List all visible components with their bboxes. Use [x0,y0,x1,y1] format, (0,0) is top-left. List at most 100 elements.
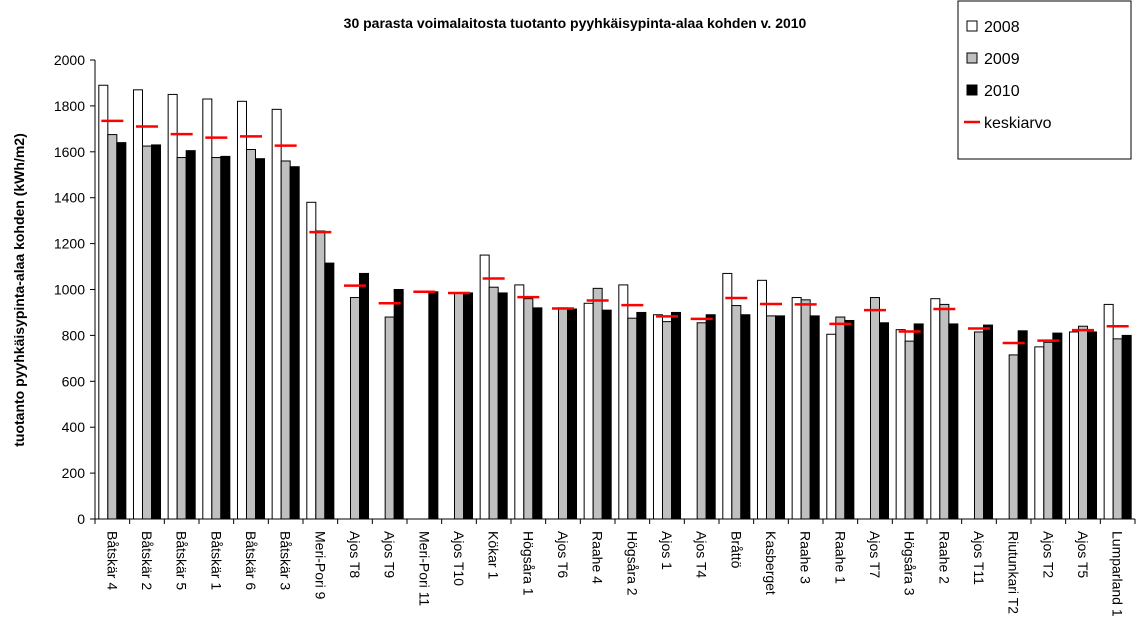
bar [479,254,490,520]
bar [652,314,663,520]
bar [583,302,594,520]
bar [488,286,499,520]
bar [791,297,802,520]
x-tick-label: Raahe 4 [590,531,606,584]
bar [844,319,855,520]
bar [453,292,465,520]
bar [913,323,924,520]
x-tick-label: Ajos T8 [347,531,363,578]
x-tick-label: Meri-Pori 9 [312,531,328,600]
x-tick-label: Båtskär 5 [174,531,190,590]
y-tick-label: 0 [77,511,85,527]
x-tick-label: Ajos T6 [555,531,571,578]
bar [185,150,196,520]
y-tick-label: 600 [62,373,86,389]
bar [618,284,629,520]
legend-label: 2009 [984,51,1020,68]
y-tick-label: 1400 [54,190,85,206]
x-tick-label: Ajos T4 [694,531,710,578]
bar [1112,338,1123,520]
bar [740,314,751,520]
legend-swatch [966,84,978,96]
bar [671,311,682,520]
x-tick-label: Ajos T7 [867,531,883,578]
x-tick-label: Meri-Pori 11 [416,531,432,606]
bar [601,309,612,520]
x-tick-label: Ajos T9 [382,531,398,578]
x-tick-label: Högsåra 3 [902,531,918,596]
x-tick-label: Bråttö [728,531,744,569]
bar [809,315,820,520]
bar [236,100,247,520]
bar [306,201,317,520]
bar [463,292,474,520]
bar [428,291,439,520]
bar [132,89,143,520]
legend-box [957,0,1132,160]
bar [393,289,404,520]
x-tick-label: Båtskär 2 [139,531,155,590]
x-tick-label: Kasberget [763,531,779,595]
chart-title: 30 parasta voimalaitosta tuotanto pyyhkä… [344,15,807,31]
bar [202,98,213,520]
x-tick-label: Högsåra 1 [520,531,536,596]
bar [349,297,361,520]
bar [532,307,543,520]
bar [245,149,257,520]
legend-label: 2008 [984,19,1020,36]
x-tick-label: Båtskär 1 [208,531,224,590]
bar [627,317,638,520]
bar [116,142,127,520]
bar [141,145,153,520]
bar [731,305,742,520]
bar [765,315,777,520]
y-tick-label: 1600 [54,144,85,160]
bar [1068,331,1079,520]
bar [271,108,282,520]
y-tick-label: 1200 [54,236,85,252]
x-tick-label: Riutunkari T2 [1006,531,1022,614]
bar [973,331,985,520]
legend-swatch [966,52,978,64]
bar [879,322,890,520]
bar [1077,325,1089,520]
bar [775,315,786,520]
bar [324,262,335,520]
bar [1103,303,1114,520]
y-tick-label: 800 [62,327,86,343]
x-tick-label: Ajos T2 [1040,531,1056,578]
bar [705,314,716,520]
bar [514,284,525,520]
x-tick-label: Raahe 1 [832,531,848,584]
y-tick-label: 1000 [54,282,85,298]
x-tick-label: Båtskär 6 [243,531,259,590]
y-tick-label: 2000 [54,52,85,68]
bar [1087,331,1098,520]
bar [1043,341,1054,520]
bar [255,158,266,520]
bar [176,157,187,520]
bar [895,329,906,520]
bar [948,323,959,520]
bar [939,303,950,520]
x-tick-label: Båtskär 4 [104,531,120,590]
bar [1017,330,1028,520]
bar [359,272,370,520]
bar [696,322,707,520]
y-axis-label: tuotanto pyyhkäisypinta-alaa kohden (kWh… [11,133,27,447]
x-tick-label: Ajos T5 [1075,531,1091,578]
bar [592,287,603,520]
bar [636,311,647,520]
bar [315,230,326,520]
bar [1052,332,1063,520]
bar [1008,354,1019,520]
x-tick-label: Raahe 3 [798,531,814,584]
bar [151,144,162,520]
bar [289,166,300,520]
x-tick-label: Ajos 1 [659,531,675,570]
bar [523,298,534,520]
bar [557,307,569,520]
bar [167,93,178,520]
x-tick-label: Kökar 1 [486,531,502,579]
